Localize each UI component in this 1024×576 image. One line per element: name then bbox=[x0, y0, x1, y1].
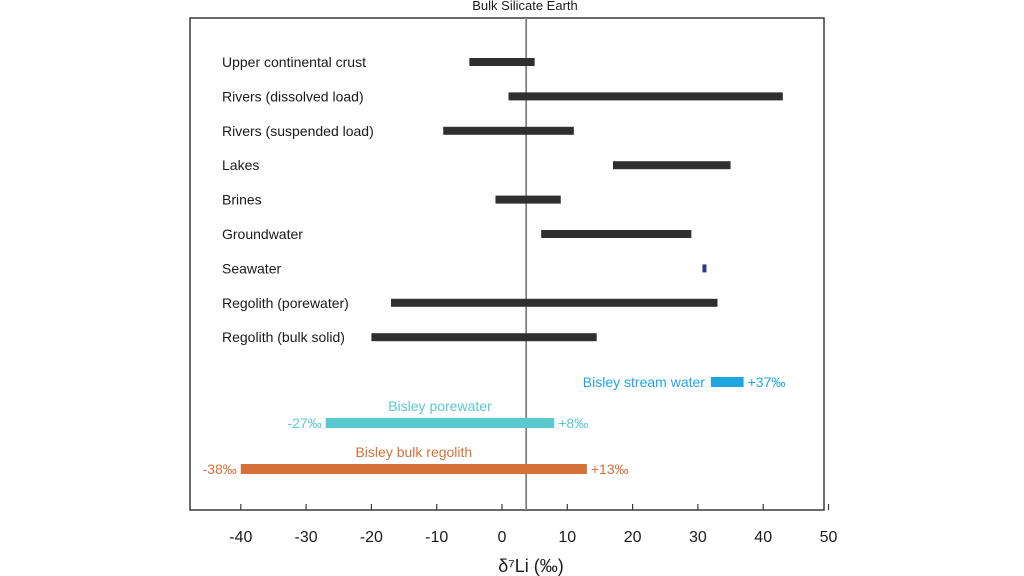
category-label: Lakes bbox=[222, 157, 259, 173]
x-axis-ticks: -40 -30 -20 -10 0 10 20 30 40 50 bbox=[229, 504, 838, 546]
chart-title: Bulk Silicate Earth bbox=[472, 0, 578, 13]
bisley-min-label: -27‰ bbox=[287, 415, 321, 431]
range-bar bbox=[495, 195, 561, 204]
x-tick-label: 50 bbox=[820, 529, 838, 546]
range-bar bbox=[613, 161, 731, 170]
x-tick-label: -10 bbox=[425, 529, 448, 546]
category-label: Seawater bbox=[222, 260, 281, 276]
x-axis-label: δ⁷Li (‰) bbox=[498, 556, 564, 576]
range-bar bbox=[371, 333, 597, 342]
x-tick-label: -20 bbox=[360, 529, 383, 546]
plot-frame bbox=[189, 17, 825, 511]
range-bar bbox=[443, 126, 574, 135]
category-label: Brines bbox=[222, 192, 262, 208]
range-bar bbox=[469, 58, 535, 66]
bisley-series-label: Bisley porewater bbox=[388, 398, 492, 414]
category-label: Regolith (bulk solid) bbox=[222, 329, 345, 345]
x-tick-label: 40 bbox=[754, 529, 772, 546]
range-bar bbox=[390, 298, 718, 307]
x-tick-label: 20 bbox=[624, 529, 642, 546]
bisley-range-bar bbox=[710, 377, 744, 387]
x-tick-label: -30 bbox=[295, 529, 318, 546]
bisley-range-bar bbox=[325, 418, 555, 428]
category-label: Regolith (porewater) bbox=[222, 295, 349, 311]
x-tick-label: 0 bbox=[498, 529, 507, 546]
x-tick-label: -40 bbox=[229, 529, 252, 546]
category-label: Upper continental crust bbox=[222, 54, 366, 70]
x-tick-label: 30 bbox=[689, 529, 707, 546]
category-label: Groundwater bbox=[222, 226, 303, 242]
bisley-range-bar bbox=[240, 464, 587, 474]
bisley-series-label: Bisley bulk regolith bbox=[355, 444, 472, 460]
bisley-max-label: +37‰ bbox=[748, 374, 786, 390]
range-bar bbox=[508, 92, 783, 101]
range-bars: Upper continental crust Rivers (dissolved… bbox=[222, 54, 783, 345]
range-bar bbox=[702, 264, 707, 273]
bisley-bars: Bisley stream water +37‰ Bisley porewater -… bbox=[203, 374, 786, 477]
bisley-max-label: +8‰ bbox=[558, 415, 588, 431]
x-tick-label: 10 bbox=[558, 529, 576, 546]
bisley-min-label: -38‰ bbox=[203, 461, 237, 477]
category-label: Rivers (suspended load) bbox=[222, 123, 374, 139]
bisley-max-label: +13‰ bbox=[591, 461, 629, 477]
bisley-series-label: Bisley stream water bbox=[583, 374, 705, 390]
category-label: Rivers (dissolved load) bbox=[222, 88, 364, 104]
range-bar bbox=[541, 230, 692, 238]
